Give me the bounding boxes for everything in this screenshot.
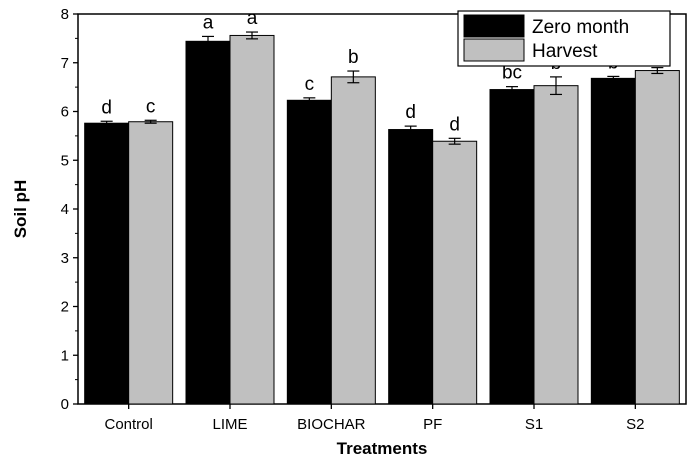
bar-harvest	[330, 76, 376, 405]
x-tick-label: S2	[626, 416, 644, 433]
y-tick-label: 0	[61, 396, 69, 413]
bar-zero-month	[84, 122, 130, 405]
y-axis-title: Soil pH	[11, 180, 30, 239]
axis-ticks	[73, 13, 636, 409]
y-tick-label: 1	[61, 347, 69, 364]
bar-harvest	[128, 121, 174, 405]
x-tick-label: PF	[423, 416, 442, 433]
significance-letter: c	[146, 96, 156, 117]
bar-zero-month	[185, 40, 231, 405]
labels: 0 1 2 3 4 5 6 7 8 Control d c LIME a a BIOCHAR c b PF d d S1 b…	[61, 6, 663, 433]
legend-swatch-zero-month	[463, 14, 525, 38]
x-tick-label: BIOCHAR	[297, 416, 366, 433]
y-tick-label: 3	[61, 250, 69, 267]
bar-harvest	[229, 34, 275, 405]
y-tick-label: 7	[61, 55, 69, 72]
bar-zero-month	[388, 129, 434, 405]
y-tick-label: 6	[61, 104, 69, 121]
x-tick-label: S1	[525, 416, 543, 433]
x-axis-title: Treatments	[337, 439, 428, 458]
significance-letter: b	[348, 47, 359, 68]
bar-harvest	[432, 140, 478, 405]
significance-letter: d	[101, 97, 112, 118]
legend-swatch-harvest	[463, 38, 525, 62]
significance-letter: bc	[502, 63, 522, 84]
bars	[84, 31, 680, 405]
bar-harvest	[634, 70, 680, 405]
x-tick-label: LIME	[212, 416, 247, 433]
x-tick-label: Control	[104, 416, 152, 433]
bar-zero-month	[286, 99, 332, 405]
significance-letter: c	[305, 74, 315, 95]
significance-letter: d	[449, 114, 460, 135]
bar-zero-month	[489, 89, 535, 405]
y-tick-label: 2	[61, 299, 69, 316]
legend-label-harvest: Harvest	[532, 41, 598, 62]
y-tick-label: 4	[61, 201, 69, 218]
significance-letter: a	[203, 12, 214, 33]
legend-label-zero-month: Zero month	[532, 17, 629, 38]
bar-harvest	[533, 85, 579, 405]
y-tick-label: 5	[61, 152, 69, 169]
significance-letter: d	[405, 102, 416, 123]
y-tick-label: 8	[61, 6, 69, 23]
legend: Zero month Harvest	[457, 10, 671, 67]
bar-zero-month	[590, 77, 636, 405]
significance-letter: a	[247, 8, 258, 29]
